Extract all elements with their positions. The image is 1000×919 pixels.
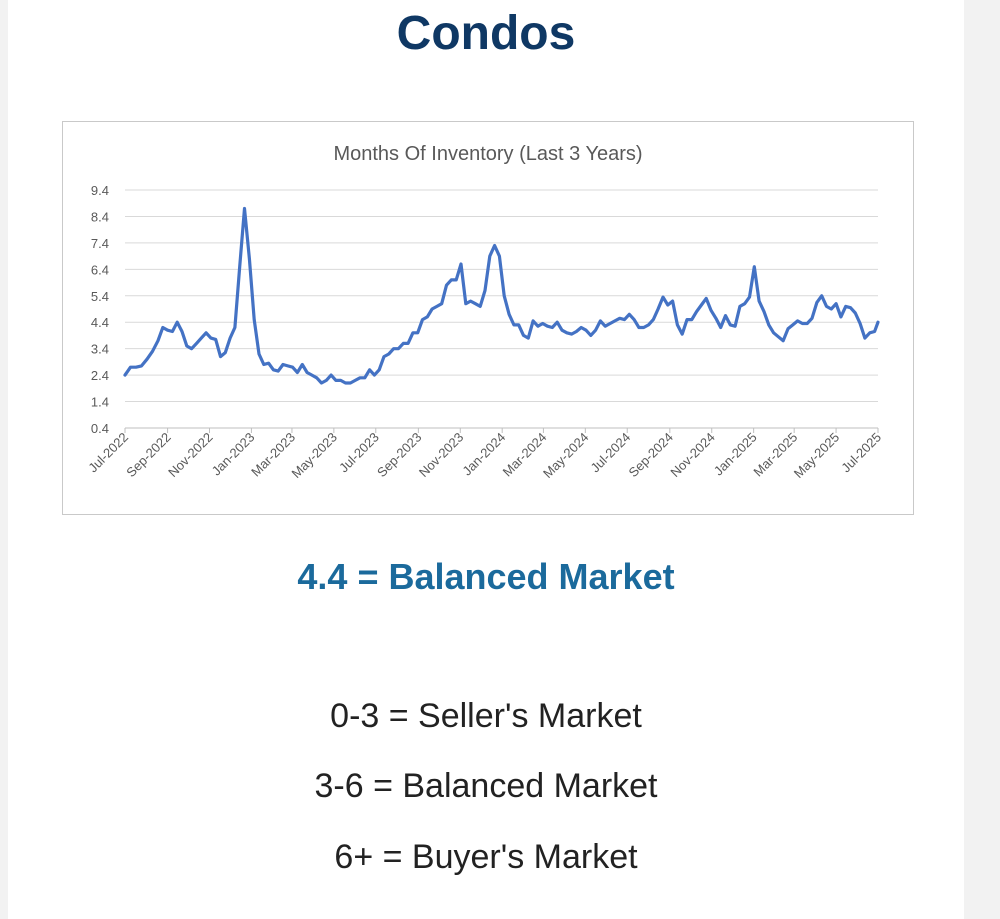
page: Condos Months Of Inventory (Last 3 Years… — [8, 0, 964, 919]
x-axis-ticks: Jul-2022Sep-2022Nov-2022Jan-2023Mar-2023… — [85, 428, 884, 481]
x-tick-label: May-2024 — [540, 430, 591, 481]
page-title: Condos — [396, 7, 576, 60]
x-tick-label: Nov-2023 — [416, 430, 466, 480]
y-tick-label: 2.4 — [91, 368, 109, 383]
y-tick-label: 3.4 — [91, 342, 109, 357]
y-tick-label: 6.4 — [91, 262, 109, 277]
chart-container: Months Of Inventory (Last 3 Years) 0.4 1.… — [62, 121, 914, 515]
y-tick-label: 0.4 — [91, 421, 109, 436]
y-tick-label: 9.4 — [91, 183, 109, 198]
y-tick-label: 1.4 — [91, 395, 109, 410]
chart-title: Months Of Inventory (Last 3 Years) — [333, 143, 642, 165]
x-tick-label: May-2023 — [288, 430, 339, 481]
y-tick-label: 7.4 — [91, 236, 109, 251]
market-status: 4.4 = Balanced Market — [297, 556, 675, 597]
y-axis-ticks: 0.4 1.4 2.4 3.4 4.4 5.4 6.4 7.4 8.4 9.4 — [91, 183, 109, 436]
x-tick-label: Nov-2022 — [165, 430, 215, 480]
scale-balanced-market: 3-6 = Balanced Market — [314, 767, 658, 805]
y-tick-label: 4.4 — [91, 315, 109, 330]
scale-buyers-market: 6+ = Buyer's Market — [334, 838, 638, 876]
scale-sellers-market: 0-3 = Seller's Market — [330, 697, 642, 735]
x-tick-label: Jul-2025 — [838, 430, 884, 476]
x-tick-label: Sep-2024 — [625, 430, 675, 480]
x-tick-label: May-2025 — [791, 430, 842, 481]
series-line-months-of-inventory — [123, 206, 880, 385]
x-tick-label: Nov-2024 — [667, 430, 717, 480]
x-tick-label: Sep-2022 — [123, 430, 173, 480]
x-tick-label: Sep-2023 — [374, 430, 424, 480]
y-tick-label: 5.4 — [91, 289, 109, 304]
inventory-line-chart: Months Of Inventory (Last 3 Years) 0.4 1.… — [85, 143, 884, 481]
y-tick-label: 8.4 — [91, 209, 109, 224]
